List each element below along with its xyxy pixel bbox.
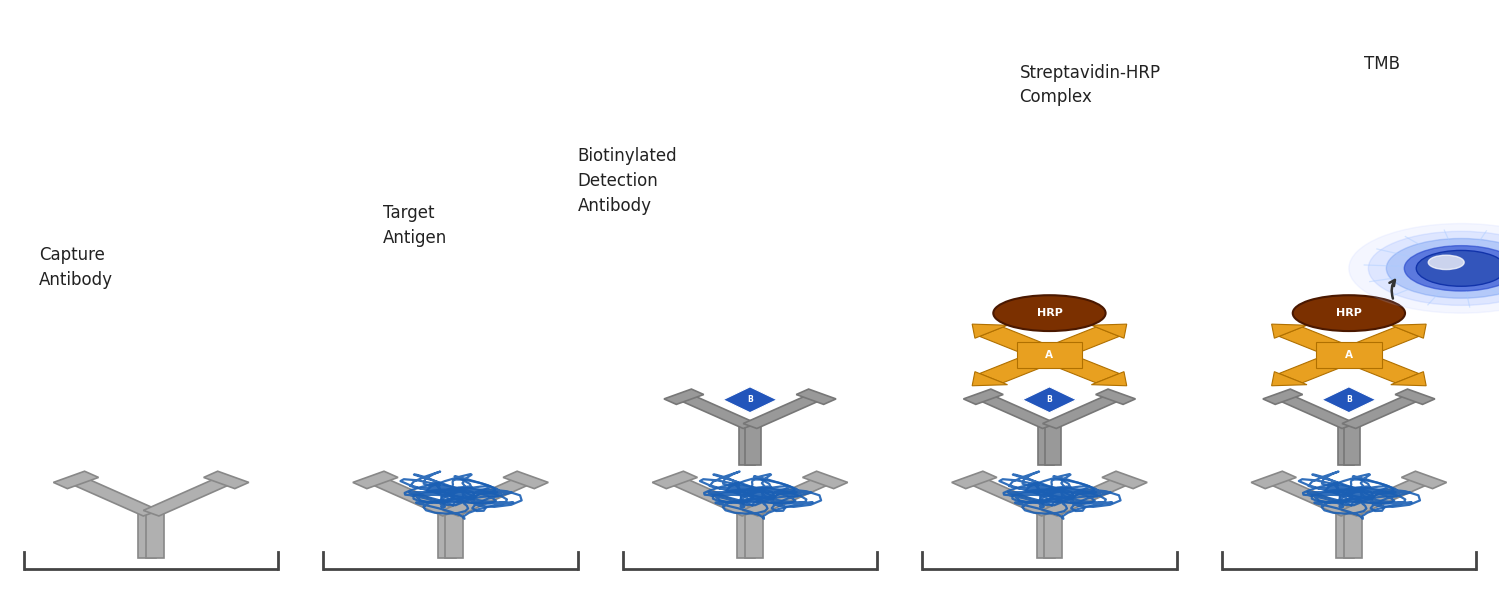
Polygon shape	[980, 327, 1060, 359]
Text: A: A	[1346, 350, 1353, 360]
Polygon shape	[1251, 471, 1296, 488]
Polygon shape	[676, 394, 758, 428]
Text: A: A	[1046, 350, 1053, 360]
Bar	[146, 513, 164, 558]
Polygon shape	[796, 389, 836, 404]
Polygon shape	[742, 394, 824, 428]
Polygon shape	[68, 477, 159, 516]
Polygon shape	[1102, 471, 1148, 488]
Bar	[1316, 342, 1382, 368]
Polygon shape	[668, 477, 758, 516]
Polygon shape	[972, 324, 1008, 338]
Polygon shape	[972, 371, 1008, 386]
Text: Target
Antigen: Target Antigen	[382, 204, 447, 247]
Polygon shape	[976, 394, 1056, 428]
Polygon shape	[1266, 477, 1356, 516]
Text: HRP: HRP	[1336, 308, 1362, 318]
Bar	[1038, 426, 1054, 466]
Polygon shape	[980, 350, 1060, 383]
Circle shape	[1386, 238, 1500, 298]
Polygon shape	[1272, 324, 1306, 338]
Polygon shape	[1280, 350, 1360, 383]
Ellipse shape	[1293, 295, 1406, 331]
Text: B: B	[1047, 395, 1053, 404]
Bar	[1338, 426, 1353, 466]
Polygon shape	[966, 477, 1058, 516]
Text: HRP: HRP	[1036, 308, 1062, 318]
Text: TMB: TMB	[1364, 55, 1400, 73]
Bar	[1036, 513, 1054, 558]
Text: Biotinylated
Detection
Antibody: Biotinylated Detection Antibody	[578, 146, 678, 215]
Polygon shape	[742, 477, 833, 516]
Polygon shape	[442, 477, 534, 516]
Text: Streptavidin-HRP
Complex: Streptavidin-HRP Complex	[1020, 64, 1161, 107]
Text: B: B	[1346, 395, 1352, 404]
Bar	[138, 513, 156, 558]
Bar	[438, 513, 456, 558]
Polygon shape	[1390, 324, 1426, 338]
Polygon shape	[664, 389, 704, 404]
Bar	[746, 426, 760, 466]
Bar	[1344, 426, 1360, 466]
Polygon shape	[204, 471, 249, 488]
Bar	[746, 513, 762, 558]
Ellipse shape	[993, 295, 1106, 331]
Polygon shape	[54, 471, 99, 488]
Polygon shape	[368, 477, 459, 516]
Polygon shape	[144, 477, 234, 516]
Polygon shape	[1336, 327, 1419, 359]
Polygon shape	[1322, 387, 1376, 413]
Polygon shape	[1401, 471, 1446, 488]
Bar	[738, 513, 754, 558]
Polygon shape	[1276, 394, 1356, 428]
Polygon shape	[963, 389, 1004, 404]
Polygon shape	[1272, 371, 1306, 386]
Polygon shape	[1341, 477, 1432, 516]
Bar	[1046, 426, 1060, 466]
Bar	[1017, 342, 1083, 368]
Polygon shape	[1092, 324, 1126, 338]
Circle shape	[1428, 255, 1464, 269]
Polygon shape	[1336, 350, 1419, 383]
Polygon shape	[951, 471, 998, 488]
Polygon shape	[1263, 389, 1302, 404]
Bar	[740, 426, 754, 466]
Circle shape	[1404, 245, 1500, 291]
Bar	[1344, 513, 1362, 558]
Polygon shape	[1390, 371, 1426, 386]
Bar	[446, 513, 464, 558]
Bar	[1044, 513, 1062, 558]
Circle shape	[1348, 224, 1500, 313]
Polygon shape	[1095, 389, 1136, 404]
Polygon shape	[802, 471, 847, 488]
Polygon shape	[503, 471, 549, 488]
Text: Capture
Antibody: Capture Antibody	[39, 245, 112, 289]
Polygon shape	[1038, 327, 1119, 359]
Polygon shape	[1280, 327, 1360, 359]
Polygon shape	[1041, 477, 1132, 516]
Polygon shape	[1395, 389, 1435, 404]
Bar	[1336, 513, 1354, 558]
Polygon shape	[1038, 350, 1119, 383]
Polygon shape	[1042, 394, 1122, 428]
Circle shape	[1416, 250, 1500, 286]
Polygon shape	[1023, 387, 1077, 413]
Polygon shape	[352, 471, 398, 488]
Polygon shape	[1342, 394, 1422, 428]
Polygon shape	[652, 471, 698, 488]
Circle shape	[1368, 232, 1500, 305]
Text: B: B	[747, 395, 753, 404]
Polygon shape	[723, 387, 777, 413]
Polygon shape	[1092, 371, 1126, 386]
